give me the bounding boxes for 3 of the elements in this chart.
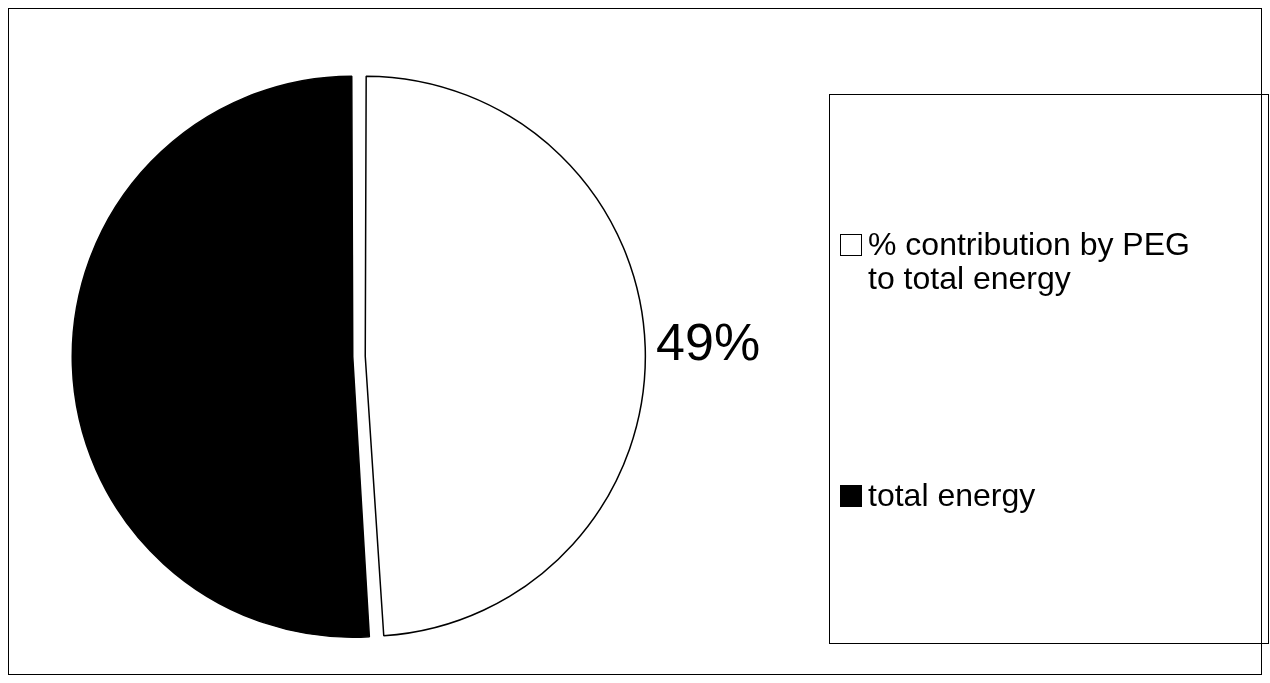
legend-label: total energy — [868, 476, 1037, 513]
legend-label: % contribution by PEG to total energy — [868, 225, 1191, 296]
data-label: 49% — [656, 312, 761, 371]
